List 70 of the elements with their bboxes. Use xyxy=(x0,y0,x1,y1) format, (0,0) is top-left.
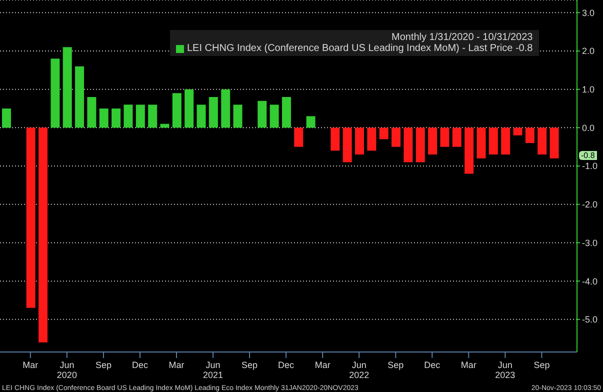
text: -0.8 xyxy=(579,151,597,160)
bar xyxy=(306,116,316,128)
bar xyxy=(124,104,133,128)
x-tick-label: Dec xyxy=(278,360,295,370)
bar xyxy=(379,128,388,140)
x-tick-label: Dec xyxy=(424,360,441,370)
y-tick-label: -5.0 xyxy=(582,314,598,325)
bar xyxy=(355,128,364,155)
bar xyxy=(196,104,206,128)
x-tick-label: Sep xyxy=(534,360,550,370)
bar xyxy=(452,128,462,147)
bar xyxy=(294,128,304,147)
bar xyxy=(282,97,291,128)
bar xyxy=(160,124,170,128)
bar xyxy=(501,128,510,155)
x-tick-label: Sep xyxy=(242,360,258,370)
bar xyxy=(172,93,182,128)
bar xyxy=(38,128,48,342)
y-tick-label: 2.0 xyxy=(582,46,595,56)
bar xyxy=(464,128,474,174)
bar xyxy=(2,108,11,128)
bar xyxy=(367,128,376,151)
x-tick-label: Mar xyxy=(168,360,184,370)
bar xyxy=(330,128,340,151)
bar xyxy=(50,58,60,128)
x-tick-label: Jun 2023 xyxy=(495,360,516,380)
y-tick-label: 1.0 xyxy=(582,84,595,95)
bar xyxy=(428,128,438,155)
bar xyxy=(476,128,486,158)
x-tick-label: Jun 2021 xyxy=(203,360,224,380)
x-tick-label: Mar xyxy=(314,360,330,370)
y-tick-label: -3.0 xyxy=(582,238,598,248)
text: Monthly 1/31/2020 - 10/31/2023 xyxy=(390,32,533,43)
x-tick-label: Dec xyxy=(132,360,148,370)
bar xyxy=(404,128,413,162)
bar xyxy=(184,89,194,128)
bar xyxy=(136,104,145,128)
x-tick-label: Mar xyxy=(460,360,476,370)
bar xyxy=(26,128,36,308)
bar xyxy=(342,128,352,162)
bar xyxy=(75,66,84,128)
bar xyxy=(148,104,158,128)
bar xyxy=(440,128,450,147)
bar xyxy=(87,97,96,128)
bar xyxy=(416,128,425,162)
bar xyxy=(525,128,534,144)
bar xyxy=(208,97,218,128)
x-tick-label: Sep xyxy=(388,360,404,370)
y-tick-label: -2.0 xyxy=(582,200,598,210)
bar xyxy=(112,108,121,128)
bar xyxy=(233,104,242,128)
y-tick-label: -4.0 xyxy=(582,276,598,286)
x-tick-label: Jun 2022 xyxy=(349,360,370,380)
bar xyxy=(221,89,230,128)
bar xyxy=(62,47,72,128)
x-tick-label: Jun 2020 xyxy=(56,360,77,380)
x-tick-label: Mar xyxy=(22,360,38,370)
bar xyxy=(538,128,547,155)
bar xyxy=(513,128,522,136)
legend-label: LEI CHNG Index (Conference Board US Leading Index MoM) - Last Price -0.8 xyxy=(187,43,533,54)
bar xyxy=(550,128,559,158)
y-tick-label: 3.0 xyxy=(582,8,595,18)
bar xyxy=(392,128,401,147)
y-tick-label: 0.0 xyxy=(582,122,595,133)
x-tick-label: Sep xyxy=(95,360,112,370)
y-tick-label: -1.0 xyxy=(582,161,598,172)
bar xyxy=(488,128,498,155)
bar xyxy=(99,108,108,128)
bar xyxy=(258,100,267,128)
bar xyxy=(270,104,279,128)
